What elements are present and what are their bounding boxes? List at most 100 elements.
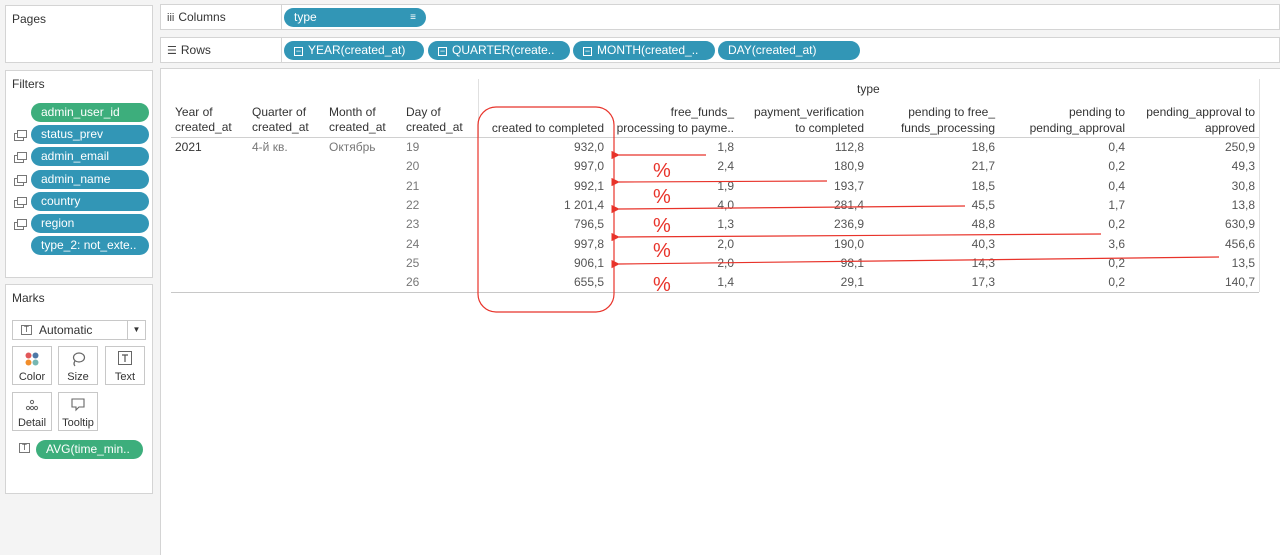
collapse-icon[interactable]: − — [294, 46, 303, 56]
data-cell[interactable]: 0,2 — [1108, 275, 1125, 290]
filter-pill[interactable]: admin_email — [31, 147, 149, 167]
tooltip-button[interactable]: Tooltip — [58, 392, 98, 431]
data-cell[interactable]: 2,4 — [717, 159, 734, 174]
day-cell[interactable]: 22 — [406, 197, 420, 212]
rows-pill-month[interactable]: − MONTH(created_.. — [573, 41, 715, 60]
column-header-3-line2[interactable]: funds_processing — [900, 121, 995, 135]
day-cell[interactable]: 25 — [406, 255, 420, 270]
column-header-4-line2[interactable]: pending_approval — [1029, 121, 1125, 135]
data-cell[interactable]: 21,7 — [971, 159, 995, 174]
size-button[interactable]: Size — [58, 346, 98, 385]
row-header-0[interactable]: Year of — [175, 105, 213, 119]
column-group-header[interactable]: type — [857, 82, 880, 96]
data-cell[interactable]: 180,9 — [833, 159, 864, 174]
data-cell[interactable]: 997,8 — [573, 236, 604, 251]
data-cell[interactable]: 140,7 — [1224, 275, 1255, 290]
detail-button[interactable]: Detail — [12, 392, 52, 431]
collapse-icon[interactable]: − — [438, 46, 447, 56]
data-cell[interactable]: 630,9 — [1224, 217, 1255, 232]
data-cell[interactable]: 2,0 — [717, 255, 734, 270]
column-header-2-line2[interactable]: to completed — [795, 121, 864, 135]
row-header-1-line2[interactable]: created_at — [252, 120, 309, 134]
columns-shelf[interactable]: iii Columns type ≡ — [160, 4, 1280, 30]
data-cell[interactable]: 1 201,4 — [563, 197, 604, 212]
data-cell[interactable]: 1,3 — [717, 217, 734, 232]
collapse-icon[interactable]: − — [583, 46, 592, 56]
rows-pill-day[interactable]: DAY(created_at) — [718, 41, 860, 60]
data-cell[interactable]: 250,9 — [1224, 140, 1255, 154]
data-cell[interactable]: 30,8 — [1231, 178, 1255, 193]
column-header-0-line2[interactable]: created to completed — [491, 121, 604, 135]
data-cell[interactable]: 98,1 — [840, 255, 864, 270]
columns-pill-type[interactable]: type ≡ — [284, 8, 426, 27]
row-header-3[interactable]: Day of — [406, 105, 441, 119]
data-cell[interactable]: 1,7 — [1108, 197, 1125, 212]
data-cell[interactable]: 13,5 — [1231, 255, 1255, 270]
data-cell[interactable]: 14,3 — [971, 255, 995, 270]
data-cell[interactable]: 112,8 — [834, 140, 864, 154]
data-cell[interactable]: 17,3 — [971, 275, 995, 290]
column-header-5-line2[interactable]: approved — [1204, 121, 1255, 135]
data-cell[interactable]: 1,4 — [717, 275, 734, 290]
data-cell[interactable]: 655,5 — [573, 275, 604, 290]
filter-pill[interactable]: admin_user_id — [31, 103, 149, 122]
filter-pill[interactable]: region — [31, 214, 149, 233]
row-header-0-line2[interactable]: created_at — [175, 120, 232, 134]
data-cell[interactable]: 0,2 — [1108, 217, 1125, 232]
data-cell[interactable]: 0,2 — [1108, 255, 1125, 270]
data-cell[interactable]: 45,5 — [971, 197, 995, 212]
data-cell[interactable]: 2,0 — [717, 236, 734, 251]
data-cell[interactable]: 1,9 — [717, 178, 734, 193]
quarter-cell[interactable]: 4-й кв. — [252, 140, 288, 154]
data-cell[interactable]: 0,2 — [1108, 159, 1125, 174]
data-cell[interactable]: 190,0 — [833, 236, 864, 251]
day-cell[interactable]: 26 — [406, 275, 420, 290]
data-cell[interactable]: 29,1 — [840, 275, 864, 290]
column-header-2[interactable]: payment_verification — [753, 105, 864, 119]
text-button[interactable]: Text — [105, 346, 145, 385]
day-cell[interactable]: 21 — [406, 178, 420, 193]
month-cell[interactable]: Октябрь — [329, 140, 376, 154]
color-button[interactable]: Color — [12, 346, 52, 385]
data-cell[interactable]: 18,6 — [971, 140, 995, 154]
row-header-2-line2[interactable]: created_at — [329, 120, 386, 134]
day-cell[interactable]: 24 — [406, 236, 420, 251]
filter-pill[interactable]: type_2: not_exte.. — [31, 236, 149, 256]
filter-pill[interactable]: country — [31, 191, 149, 211]
column-header-1-line2[interactable]: processing to payme.. — [616, 121, 734, 135]
chevron-down-icon[interactable]: ▼ — [127, 321, 145, 339]
data-cell[interactable]: 13,8 — [1231, 197, 1255, 212]
pages-card[interactable]: Pages — [5, 5, 153, 63]
data-cell[interactable]: 1,8 — [717, 140, 734, 154]
mark-type-dropdown[interactable]: T Automatic ▼ — [12, 320, 146, 340]
data-cell[interactable]: 997,0 — [573, 159, 604, 174]
data-cell[interactable]: 3,6 — [1108, 236, 1125, 251]
rows-pill-year[interactable]: − YEAR(created_at) — [284, 41, 424, 60]
rows-pill-quarter[interactable]: − QUARTER(create.. — [428, 41, 570, 60]
data-cell[interactable]: 40,3 — [971, 236, 995, 251]
data-cell[interactable]: 456,6 — [1224, 236, 1255, 251]
row-header-3-line2[interactable]: created_at — [406, 120, 463, 134]
day-cell[interactable]: 19 — [406, 140, 420, 154]
column-header-4[interactable]: pending to — [1068, 105, 1125, 119]
data-cell[interactable]: 49,3 — [1231, 159, 1255, 174]
column-header-1[interactable]: free_funds_ — [670, 105, 734, 119]
column-header-5[interactable]: pending_approval to — [1146, 105, 1255, 119]
data-cell[interactable]: 4,0 — [717, 197, 734, 212]
filter-pill[interactable]: status_prev — [31, 125, 149, 145]
rows-shelf[interactable]: ☰ Rows − YEAR(created_at) − QUARTER(create.… — [160, 37, 1280, 63]
day-cell[interactable]: 20 — [406, 159, 420, 174]
row-header-2[interactable]: Month of — [329, 105, 376, 119]
measure-pill[interactable]: AVG(time_min.. — [36, 440, 143, 459]
row-header-1[interactable]: Quarter of — [252, 105, 307, 119]
data-cell[interactable]: 992,1 — [573, 178, 604, 193]
data-cell[interactable]: 193,7 — [833, 178, 864, 193]
filter-pill[interactable]: admin_name — [31, 169, 149, 189]
data-cell[interactable]: 48,8 — [971, 217, 995, 232]
data-cell[interactable]: 796,5 — [573, 217, 604, 232]
column-header-3[interactable]: pending to free_ — [908, 105, 995, 119]
day-cell[interactable]: 23 — [406, 217, 420, 232]
data-cell[interactable]: 236,9 — [833, 217, 864, 232]
data-cell[interactable]: 932,0 — [573, 140, 604, 154]
data-cell[interactable]: 281,4 — [833, 197, 864, 212]
